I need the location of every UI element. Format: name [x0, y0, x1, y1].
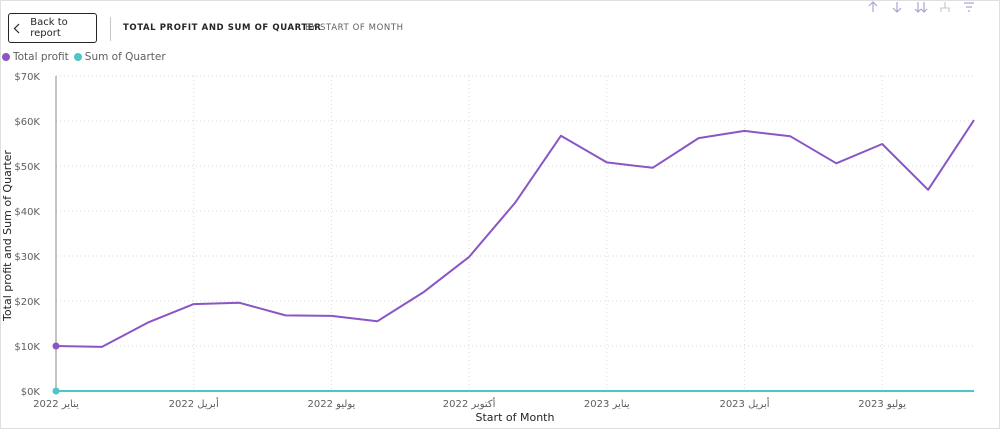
- back-to-report-button[interactable]: Back to report: [8, 13, 97, 43]
- y-tick-label: $60K: [14, 117, 40, 128]
- chart-subtitle: BY START OF MONTH: [305, 23, 404, 33]
- back-button-label: Back to report: [30, 17, 68, 39]
- legend-dot-sum-of-quarter: [73, 53, 82, 61]
- x-tick-label: يوليو 2023: [858, 399, 906, 410]
- arrow-up-icon[interactable]: [864, 0, 882, 14]
- x-tick-label: يوليو 2022: [307, 399, 355, 410]
- data-point-sum-of-quarter: [52, 387, 60, 395]
- chart-title: TOTAL PROFIT AND SUM OF QUARTER: [123, 23, 322, 33]
- header-divider: [110, 17, 111, 41]
- x-tick-label: أكتوبر 2022: [443, 397, 496, 410]
- legend-dot-total-profit: [2, 53, 10, 61]
- visual-toolbar: [864, 0, 978, 14]
- x-axis-title: Start of Month: [476, 411, 555, 424]
- legend-label-total-profit: Total profit: [13, 51, 69, 63]
- y-tick-label: $70K: [14, 72, 40, 83]
- legend-item-sum-of-quarter[interactable]: Sum of Quarter: [73, 51, 166, 63]
- legend-label-sum-of-quarter: Sum of Quarter: [84, 51, 166, 63]
- arrow-down-icon[interactable]: [888, 0, 906, 14]
- y-tick-label: $40K: [14, 207, 40, 218]
- y-tick-label: $20K: [14, 297, 40, 308]
- chart-legend: Total profit Sum of Quarter: [2, 51, 171, 63]
- x-tick-label: أبريل 2023: [719, 397, 769, 410]
- data-point-total-profit: [52, 342, 60, 350]
- chevron-left-icon: [13, 23, 22, 34]
- legend-item-total-profit[interactable]: Total profit: [2, 51, 69, 63]
- y-axis-title: Total profit and Sum of Quarter: [1, 150, 14, 322]
- double-arrow-down-icon[interactable]: [912, 0, 930, 14]
- series-line-total-profit: [55, 119, 975, 348]
- y-tick-label: $10K: [14, 342, 40, 353]
- x-tick-label: يناير 2022: [33, 399, 79, 410]
- filter-icon[interactable]: [960, 0, 978, 14]
- expand-hierarchy-icon[interactable]: [936, 0, 954, 14]
- y-tick-label: $50K: [14, 162, 40, 173]
- x-tick-label: أبريل 2022: [169, 397, 219, 410]
- y-tick-label: $30K: [14, 252, 40, 263]
- y-tick-label: $0K: [21, 387, 41, 398]
- x-tick-label: يناير 2023: [584, 399, 630, 410]
